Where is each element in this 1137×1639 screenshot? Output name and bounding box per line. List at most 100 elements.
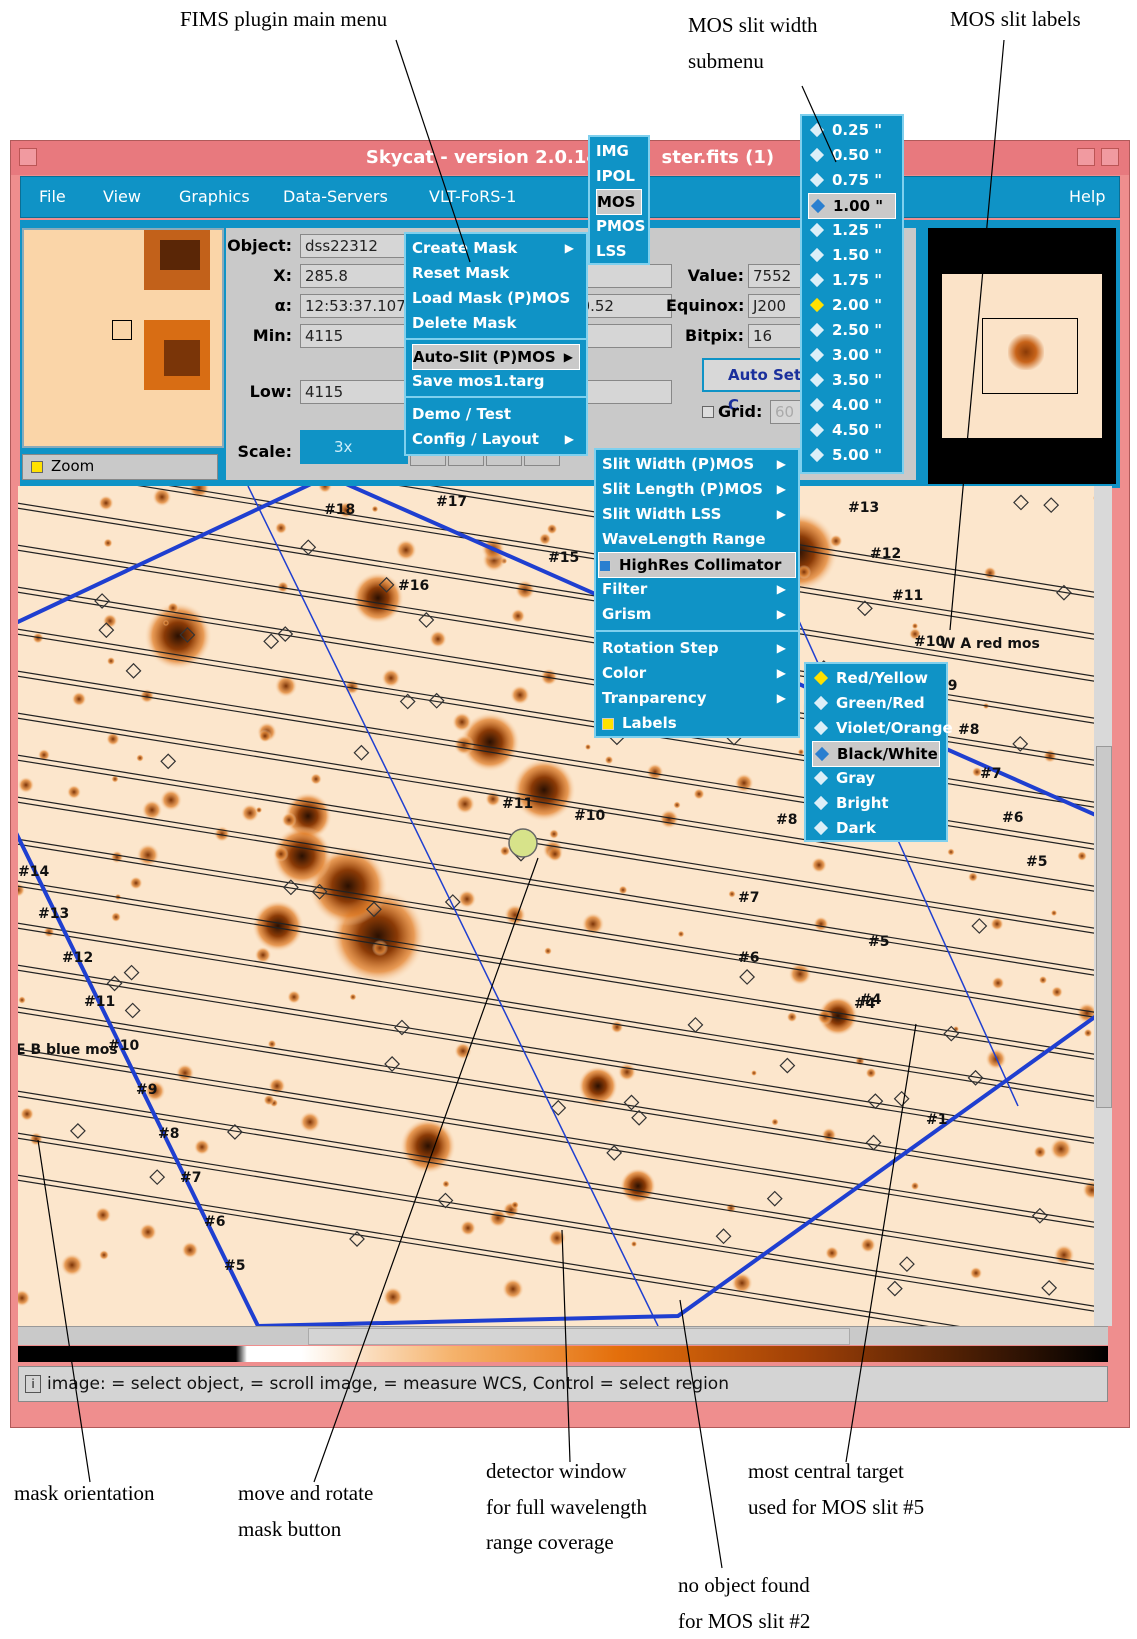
filter-item[interactable]: Filter ▶ <box>602 580 786 598</box>
slit-label-inner: #6 <box>738 950 759 966</box>
width-3-00[interactable]: 3.00 " <box>808 343 896 367</box>
slit-width-submenu: 0.25 " 0.50 " 0.75 " 1.00 " 1.25 " 1.50 … <box>800 114 904 474</box>
menu-view[interactable]: View <box>103 187 141 206</box>
scale-label: Scale: <box>237 442 292 461</box>
slit-label-left: #10 <box>108 1038 139 1054</box>
color-gray[interactable]: Gray <box>812 766 940 790</box>
color-red-yellow[interactable]: Red/Yellow <box>812 666 940 690</box>
scale-menu[interactable]: 3x <box>300 430 408 464</box>
window-menu-button[interactable] <box>19 148 37 166</box>
color-green-red[interactable]: Green/Red <box>812 691 940 715</box>
auto-slit-item[interactable]: Auto-Slit (P)MOS ▶ <box>412 344 580 370</box>
save-mask-item[interactable]: Save mos1.targ <box>412 372 545 390</box>
horizontal-scroll-thumb[interactable] <box>308 1328 850 1345</box>
slit-label-inner: #1 <box>926 1112 947 1128</box>
value-field[interactable]: 7552 <box>748 264 808 288</box>
zoom-window <box>22 228 224 448</box>
slit-label-left: #7 <box>180 1170 201 1186</box>
menu-file[interactable]: File <box>39 187 66 206</box>
maximize-button[interactable] <box>1101 148 1119 166</box>
slit-label-right: #4 <box>854 996 876 1012</box>
menu-data-servers[interactable]: Data-Servers <box>283 187 388 206</box>
color-violet-orange[interactable]: Violet/Orange <box>812 716 953 740</box>
color-bright[interactable]: Bright <box>812 791 940 815</box>
width-2-50[interactable]: 2.50 " <box>808 318 896 342</box>
highres-collimator-item[interactable]: HighRes Collimator <box>598 552 796 578</box>
annotation-central-target: most central target used for MOS slit #5 <box>748 1459 925 1519</box>
width-4-50[interactable]: 4.50 " <box>808 418 896 442</box>
info-icon: i <box>25 1375 41 1393</box>
mode-menu: IMG IPOL MOS PMOS LSS <box>588 135 650 265</box>
equinox-label: Equinox: <box>666 296 745 315</box>
vertical-scrollbar[interactable] <box>1094 486 1112 1326</box>
wavelength-range-item[interactable]: WaveLength Range <box>602 530 766 548</box>
reset-mask-item[interactable]: Reset Mask <box>412 264 510 282</box>
delete-mask-item[interactable]: Delete Mask <box>412 314 517 332</box>
mode-img[interactable]: IMG <box>596 142 629 160</box>
width-1-50[interactable]: 1.50 " <box>808 243 896 267</box>
width-0-25[interactable]: 0.25 " <box>808 118 896 142</box>
menu-help[interactable]: Help <box>1069 187 1106 206</box>
width-0-50[interactable]: 0.50 " <box>808 143 896 167</box>
vertical-scroll-thumb[interactable] <box>1096 746 1112 1108</box>
mode-ipol[interactable]: IPOL <box>596 167 635 185</box>
color-item[interactable]: Color ▶ <box>602 664 786 682</box>
equinox-field[interactable]: J200 <box>748 294 808 318</box>
config-layout-item[interactable]: Config / Layout ▶ <box>412 430 574 448</box>
panner-window[interactable] <box>928 228 1116 484</box>
labels-item[interactable]: Labels <box>602 711 792 735</box>
create-mask-item[interactable]: Create Mask ▶ <box>412 239 574 257</box>
width-1-00[interactable]: 1.00 " <box>808 193 896 219</box>
minimize-button[interactable] <box>1077 148 1095 166</box>
width-3-50[interactable]: 3.50 " <box>808 368 896 392</box>
slit-width-lss-item[interactable]: Slit Width LSS ▶ <box>602 505 786 523</box>
auto-set-cut-button[interactable]: Auto Set C <box>702 358 812 414</box>
mode-mos[interactable]: MOS <box>596 189 642 215</box>
load-mask-item[interactable]: Load Mask (P)MOS <box>412 289 571 307</box>
move-rotate-handle <box>508 828 538 858</box>
slit-label-top: #18 <box>324 502 355 518</box>
width-2-00[interactable]: 2.00 " <box>808 293 896 317</box>
slit-label-left: #8 <box>158 1126 179 1142</box>
slit-label-inner: #7 <box>738 890 759 906</box>
slit-label-left: #9 <box>136 1082 157 1098</box>
low-label: Low: <box>249 382 292 401</box>
orientation-label-west: W A red mos <box>940 636 1040 652</box>
rotation-step-item[interactable]: Rotation Step ▶ <box>602 639 786 657</box>
slit-label-left: #11 <box>84 994 115 1010</box>
width-1-25[interactable]: 1.25 " <box>808 218 896 242</box>
slit-label-inner: #4 <box>860 992 882 1008</box>
color-submenu: Red/Yellow Green/Red Violet/Orange Black… <box>804 662 953 842</box>
menu-graphics[interactable]: Graphics <box>179 187 250 206</box>
width-4-00[interactable]: 4.00 " <box>808 393 896 417</box>
annotation-move-rotate: move and rotate mask button <box>238 1481 374 1541</box>
zoom-toggle[interactable]: Zoom <box>22 454 218 480</box>
slit-width-pmos-item[interactable]: Slit Width (P)MOS ▶ <box>602 455 786 473</box>
annotation-slit-width: MOS slit width submenu <box>688 13 818 73</box>
bitpix-field[interactable]: 16 <box>748 324 808 348</box>
color-dark[interactable]: Dark <box>812 816 940 840</box>
demo-test-item[interactable]: Demo / Test <box>412 405 511 423</box>
width-1-75[interactable]: 1.75 " <box>808 268 896 292</box>
horizontal-scrollbar[interactable] <box>18 1326 1108 1345</box>
zoom-checkbox[interactable] <box>31 461 43 473</box>
slit-label-left: #6 <box>204 1214 225 1230</box>
annotation-fims-menu: FIMS plugin main menu <box>180 7 388 31</box>
color-black-white[interactable]: Black/White <box>812 741 940 767</box>
grid-checkbox[interactable] <box>702 406 714 418</box>
slit-label-right: #8 <box>958 722 979 738</box>
main-image-canvas[interactable]: #13 #12 #11 #10 #9 #8 #7 #6 #5 #4 #14 #13 #12 #11 #10 #… <box>18 486 1108 1326</box>
min-label: Min: <box>252 326 292 345</box>
menu-vlt-fors[interactable]: VLT-FoRS-1 <box>429 187 517 206</box>
mode-lss[interactable]: LSS <box>596 242 627 260</box>
width-0-75[interactable]: 0.75 " <box>808 168 896 192</box>
width-5-00[interactable]: 5.00 " <box>808 443 896 467</box>
highres-checkbox[interactable] <box>599 559 611 572</box>
mode-pmos[interactable]: PMOS <box>596 217 646 235</box>
slit-label-top: #16 <box>398 578 429 594</box>
transparency-item[interactable]: Tranparency ▶ <box>602 689 786 707</box>
grism-item[interactable]: Grism ▶ <box>602 605 786 623</box>
config-submenu: Slit Width (P)MOS ▶ Slit Length (P)MOS ▶ S… <box>594 448 800 738</box>
labels-checkbox[interactable] <box>602 717 614 730</box>
slit-length-pmos-item[interactable]: Slit Length (P)MOS ▶ <box>602 480 786 498</box>
